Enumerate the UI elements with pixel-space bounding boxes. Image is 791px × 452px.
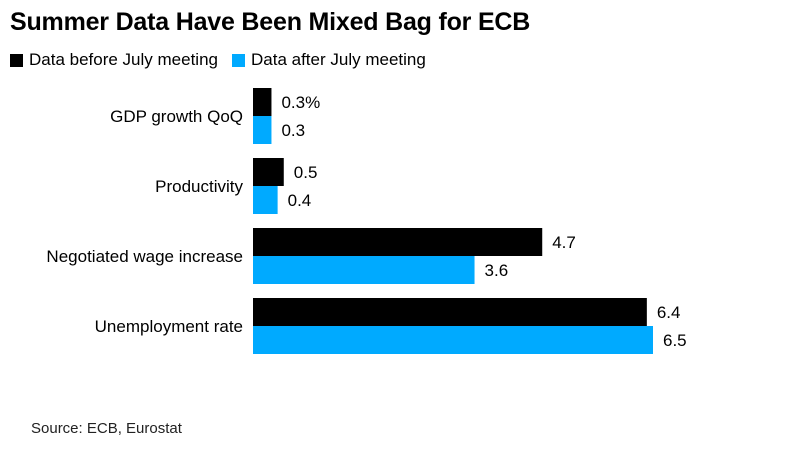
data-label-before-productivity: 0.5 [294, 163, 318, 182]
bar-after-productivity [253, 186, 278, 214]
legend-swatch-after [232, 53, 245, 67]
legend-swatch-before [10, 53, 23, 67]
category-label-unemployment-rate: Unemployment rate [95, 317, 243, 336]
data-label-after-unemployment-rate: 6.5 [663, 331, 687, 350]
chart-title: Summer Data Have Been Mixed Bag for ECB [10, 8, 531, 36]
data-label-before-gdp-growth-qoq: 0.3% [281, 93, 320, 112]
data-label-before-negotiated-wage-increase: 4.7 [552, 233, 576, 252]
data-label-before-unemployment-rate: 6.4 [657, 303, 681, 322]
bar-before-unemployment-rate [253, 298, 647, 326]
bar-after-negotiated-wage-increase [253, 256, 475, 284]
chart-source: Source: ECB, Eurostat [31, 420, 182, 437]
data-label-after-gdp-growth-qoq: 0.3 [281, 121, 305, 140]
bar-after-unemployment-rate [253, 326, 653, 354]
data-label-after-productivity: 0.4 [288, 191, 312, 210]
bar-after-gdp-growth-qoq [253, 116, 272, 144]
category-label-negotiated-wage-increase: Negotiated wage increase [46, 247, 243, 266]
bar-before-productivity [253, 158, 284, 186]
legend-label-after: Data after July meeting [251, 50, 426, 69]
bar-before-negotiated-wage-increase [253, 228, 543, 256]
data-label-after-negotiated-wage-increase: 3.6 [485, 261, 509, 280]
legend-item-after: Data after July meeting [232, 50, 426, 70]
bar-before-gdp-growth-qoq [253, 88, 272, 116]
category-label-productivity: Productivity [155, 177, 243, 196]
category-label-gdp-growth-qoq: GDP growth QoQ [110, 107, 243, 126]
chart-legend: Data before July meeting Data after July… [10, 50, 440, 70]
legend-label-before: Data before July meeting [29, 50, 218, 69]
legend-item-before: Data before July meeting [10, 50, 218, 70]
